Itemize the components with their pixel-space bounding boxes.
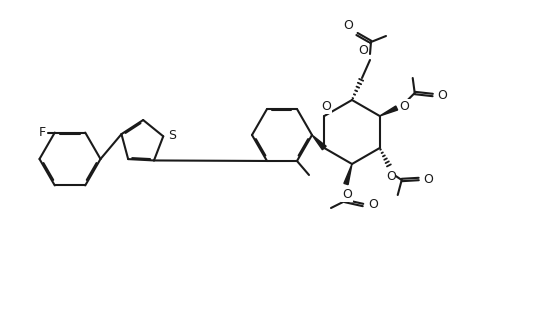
Text: O: O [399, 99, 410, 112]
Polygon shape [312, 135, 326, 150]
Text: O: O [423, 173, 434, 185]
Text: O: O [358, 44, 368, 57]
Text: O: O [368, 198, 378, 212]
Text: O: O [342, 188, 352, 201]
Text: O: O [438, 89, 447, 101]
Text: S: S [168, 129, 176, 142]
Text: O: O [343, 19, 353, 32]
Text: O: O [386, 170, 396, 183]
Text: F: F [39, 126, 46, 139]
Text: O: O [322, 100, 331, 113]
Polygon shape [344, 164, 352, 185]
Polygon shape [380, 106, 398, 116]
